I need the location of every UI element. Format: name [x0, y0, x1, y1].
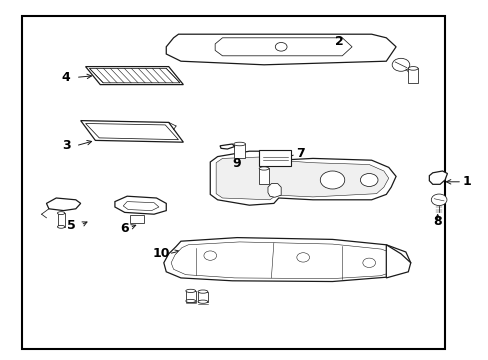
Ellipse shape	[58, 212, 64, 215]
Polygon shape	[428, 171, 447, 184]
Ellipse shape	[198, 290, 207, 293]
Polygon shape	[166, 34, 395, 65]
Circle shape	[203, 251, 216, 260]
Bar	[185, 291, 195, 302]
Ellipse shape	[407, 67, 417, 70]
Text: 10: 10	[152, 247, 170, 260]
Ellipse shape	[198, 300, 207, 303]
Text: 8: 8	[432, 215, 441, 228]
Text: 2: 2	[335, 35, 344, 48]
Polygon shape	[85, 67, 183, 85]
Text: 1: 1	[462, 175, 470, 188]
Polygon shape	[171, 242, 401, 279]
Polygon shape	[210, 151, 395, 205]
Bar	[259, 150, 290, 166]
Polygon shape	[215, 38, 351, 56]
Polygon shape	[81, 121, 183, 142]
Polygon shape	[85, 123, 178, 140]
Polygon shape	[123, 202, 159, 211]
Text: 7: 7	[296, 147, 305, 159]
Bar	[198, 292, 207, 302]
Polygon shape	[115, 196, 166, 214]
Circle shape	[320, 171, 344, 189]
Polygon shape	[216, 157, 388, 200]
Text: 5: 5	[66, 219, 75, 231]
Circle shape	[362, 258, 375, 267]
Circle shape	[296, 253, 309, 262]
Ellipse shape	[185, 289, 195, 292]
Ellipse shape	[185, 300, 195, 302]
Polygon shape	[46, 198, 81, 211]
Text: 4: 4	[61, 71, 70, 84]
Ellipse shape	[259, 167, 268, 170]
Circle shape	[360, 174, 377, 186]
Text: 3: 3	[61, 139, 70, 152]
Polygon shape	[267, 184, 281, 197]
Circle shape	[275, 42, 286, 51]
Circle shape	[430, 194, 446, 206]
Bar	[407, 68, 417, 83]
Polygon shape	[220, 144, 234, 149]
Polygon shape	[163, 238, 410, 282]
Text: 6: 6	[120, 222, 129, 235]
Polygon shape	[89, 68, 180, 83]
Ellipse shape	[58, 225, 64, 228]
Bar	[22, 16, 444, 349]
Text: 9: 9	[232, 157, 241, 170]
Polygon shape	[386, 245, 410, 278]
Circle shape	[391, 58, 409, 71]
Bar	[129, 215, 144, 223]
Ellipse shape	[233, 142, 245, 146]
Bar	[233, 144, 245, 158]
Bar	[58, 213, 65, 227]
Bar	[259, 168, 268, 184]
